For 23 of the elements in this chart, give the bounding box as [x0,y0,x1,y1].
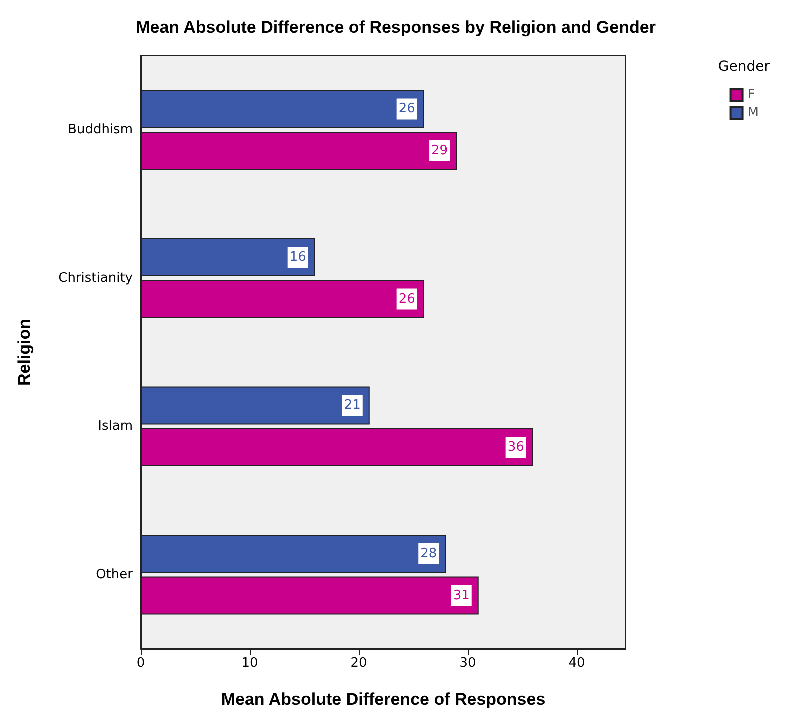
data-label: 28 [420,546,438,562]
data-label: 16 [290,250,306,265]
legend-label: M [748,106,759,120]
y-tick-label: Buddhism [68,122,133,138]
data-label: 31 [453,588,470,604]
x-tick-label: 30 [460,656,476,671]
x-tick-label: 40 [568,656,586,671]
y-tick-label: Other [96,567,134,582]
legend-title: Gender [718,59,770,75]
x-tick-label: 0 [136,656,146,671]
y-tick-label: Christianity [58,270,134,286]
data-label: 26 [398,292,416,307]
data-label: 26 [398,102,416,117]
x-axis-title: Mean Absolute Difference of Responses [221,690,546,709]
x-tick-label: 20 [350,656,368,671]
x-tick-label: 10 [242,656,258,671]
y-axis-title: Religion [15,318,34,386]
legend-label: F [748,88,756,102]
data-label: 36 [508,440,524,456]
data-label: 21 [344,398,361,414]
data-label: 29 [432,144,448,159]
chart-title: Mean Absolute Difference of Responses by Religion and Gender [136,18,656,37]
y-tick-label: Islam [98,419,133,434]
